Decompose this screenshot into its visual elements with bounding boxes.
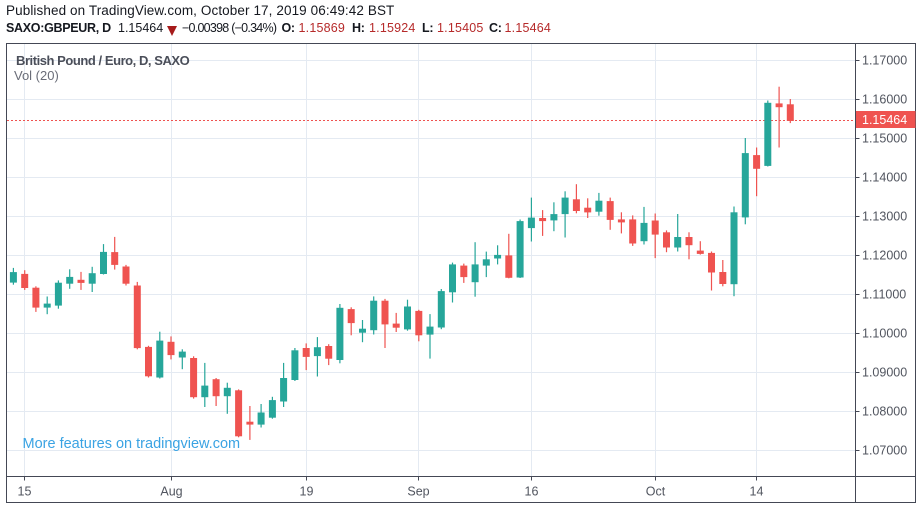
svg-text:15: 15: [18, 485, 32, 499]
svg-text:19: 19: [300, 485, 314, 499]
svg-text:1.10000: 1.10000: [862, 327, 907, 341]
svg-text:1.09000: 1.09000: [862, 366, 907, 380]
svg-text:Sep: Sep: [407, 485, 429, 499]
svg-text:16: 16: [525, 485, 539, 499]
svg-text:1.14000: 1.14000: [862, 171, 907, 185]
svg-text:1.07000: 1.07000: [862, 444, 907, 458]
svg-text:1.08000: 1.08000: [862, 405, 907, 419]
svg-text:1.16000: 1.16000: [862, 93, 907, 107]
svg-text:1.15464: 1.15464: [862, 113, 907, 127]
svg-text:Aug: Aug: [160, 485, 182, 499]
svg-text:14: 14: [750, 485, 764, 499]
svg-text:1.15000: 1.15000: [862, 132, 907, 146]
svg-text:1.12000: 1.12000: [862, 249, 907, 263]
svg-text:Oct: Oct: [646, 485, 666, 499]
svg-text:1.11000: 1.11000: [862, 288, 906, 302]
svg-text:1.13000: 1.13000: [862, 210, 907, 224]
svg-text:1.17000: 1.17000: [862, 54, 907, 68]
